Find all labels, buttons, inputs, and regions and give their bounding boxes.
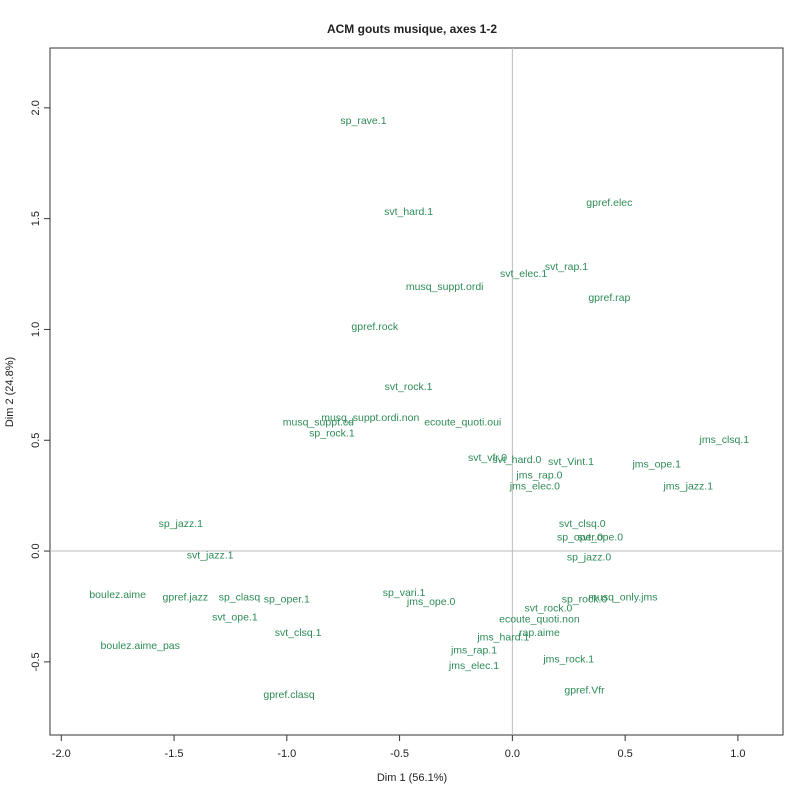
point-label: jms_hard.1 <box>476 631 529 643</box>
point-label: gpref.rock <box>351 321 398 333</box>
point-label: jms_elec.1 <box>448 660 499 672</box>
point-label: gpref.jazz <box>163 591 209 603</box>
point-label: svt_ope.0 <box>578 532 624 544</box>
point-label: jms_ope.0 <box>406 596 456 608</box>
point-label: svt_hard.1 <box>384 206 433 218</box>
y-tick-label: 0.0 <box>30 543 42 558</box>
point-label: ecoute_quoti.oui <box>424 416 501 428</box>
point-label: svt_ope.1 <box>212 611 258 623</box>
y-tick-label: -0.5 <box>30 652 42 671</box>
point-label: musq_suppt.cd <box>283 416 354 428</box>
x-tick-label: -1.0 <box>277 748 296 760</box>
point-label: gpref.Vfr <box>564 684 605 696</box>
x-tick-label: 0.0 <box>505 748 520 760</box>
point-label: jms_rock.1 <box>542 653 594 665</box>
point-label: gpref.clasq <box>263 689 315 701</box>
point-label: svt_Vint.1 <box>548 456 594 468</box>
point-label: musq_suppt.ordi.non <box>321 412 419 424</box>
point-label: jms_rap.0 <box>515 469 562 481</box>
point-label: svt_rap.1 <box>545 261 588 273</box>
point-label: svt_vfr.0 <box>468 452 507 464</box>
point-label: jms_rap.1 <box>450 645 497 657</box>
point-label: musq_suppt.ordi <box>406 281 484 293</box>
x-tick-label: -0.5 <box>390 748 409 760</box>
plot-frame <box>49 47 784 736</box>
point-label: sp_rock.0 <box>562 594 608 606</box>
point-label: sp_jazz.1 <box>159 518 204 530</box>
point-label: sp_jazz.0 <box>567 551 612 563</box>
x-tick-label: -2.0 <box>52 748 71 760</box>
point-label: sp_rave.1 <box>340 115 386 127</box>
point-label: gpref.rap <box>588 292 630 304</box>
y-tick-label: 0.5 <box>30 433 42 448</box>
point-label: boulez.aime <box>89 589 146 601</box>
point-label: jms_clsq.1 <box>699 434 750 446</box>
point-label: svt_clsq.1 <box>275 627 322 639</box>
point-label: ecoute_quoti.non <box>499 614 580 626</box>
point-label: sp_rock.1 <box>309 427 355 439</box>
point-label: svt_hard.0 <box>492 454 541 466</box>
point-label: jms_jazz.1 <box>662 481 713 493</box>
point-label: svt_jazz.1 <box>187 549 234 561</box>
point-label: jms_ope.1 <box>631 458 681 470</box>
point-label: jms_elec.0 <box>509 481 560 493</box>
point-label: svt_elec.1 <box>500 268 547 280</box>
chart-title: ACM gouts musique, axes 1-2 <box>327 22 497 36</box>
point-label: svt_rock.0 <box>525 602 573 614</box>
point-label: sp_oper.1 <box>264 594 310 606</box>
y-tick-label: 2.0 <box>30 100 42 115</box>
point-label: sp_vari.1 <box>383 587 426 599</box>
y-tick-label: 1.5 <box>30 211 42 226</box>
point-label: svt_clsq.0 <box>559 518 606 530</box>
point-label: musq_only.jms <box>588 591 657 603</box>
x-axis-label: Dim 1 (56.1%) <box>377 772 447 784</box>
y-axis-label: Dim 2 (24.8%) <box>4 357 16 427</box>
point-label: boulez.aime_pas <box>101 640 180 652</box>
point-label: gpref.elec <box>586 197 632 209</box>
x-tick-label: 0.5 <box>617 748 632 760</box>
y-tick-label: 1.0 <box>30 322 42 337</box>
point-label: sp_clasq <box>219 591 261 603</box>
point-label: sp_oper.0 <box>557 532 603 544</box>
point-label: svt_rock.1 <box>385 381 433 393</box>
x-tick-label: -1.5 <box>165 748 184 760</box>
x-tick-label: 1.0 <box>730 748 745 760</box>
point-label: rap.aime <box>519 627 560 639</box>
